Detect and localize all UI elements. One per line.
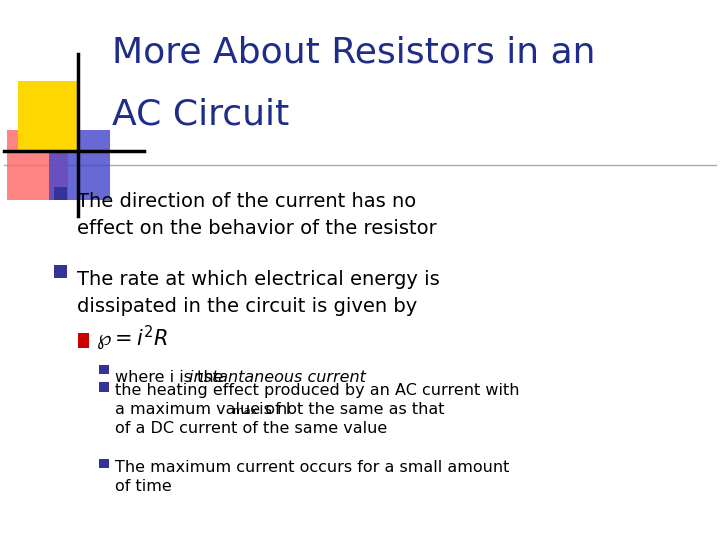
Bar <box>99 382 109 392</box>
Bar <box>78 333 89 348</box>
FancyBboxPatch shape <box>49 130 110 200</box>
FancyBboxPatch shape <box>18 81 79 151</box>
Text: of a DC current of the same value: of a DC current of the same value <box>115 421 387 436</box>
Text: instantaneous current: instantaneous current <box>189 370 366 385</box>
Text: AC Circuit: AC Circuit <box>112 97 289 131</box>
Text: $\wp = i^2R$: $\wp = i^2R$ <box>96 323 168 352</box>
Text: max: max <box>233 406 257 416</box>
Text: More About Resistors in an: More About Resistors in an <box>112 35 595 69</box>
Text: is not the same as that: is not the same as that <box>254 402 445 417</box>
Text: The rate at which electrical energy is
dissipated in the circuit is given by: The rate at which electrical energy is d… <box>77 270 440 316</box>
Bar <box>99 459 109 468</box>
Text: The maximum current occurs for a small amount: The maximum current occurs for a small a… <box>115 460 510 475</box>
Text: where i is the: where i is the <box>115 370 229 385</box>
FancyBboxPatch shape <box>7 130 68 200</box>
Bar <box>54 187 67 200</box>
Bar <box>54 265 67 278</box>
Text: of time: of time <box>115 479 172 494</box>
Text: The direction of the current has no
effect on the behavior of the resistor: The direction of the current has no effe… <box>77 192 437 238</box>
Bar <box>99 365 109 374</box>
Text: a maximum value of I: a maximum value of I <box>115 402 291 417</box>
Text: the heating effect produced by an AC current with: the heating effect produced by an AC cur… <box>115 383 520 399</box>
